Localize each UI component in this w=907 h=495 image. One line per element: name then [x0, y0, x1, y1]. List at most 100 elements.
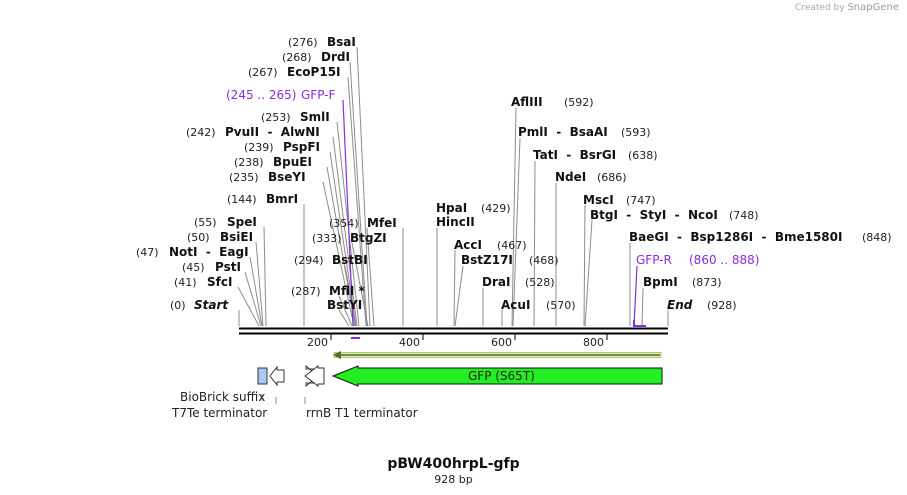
gfp-r-mark: [633, 320, 646, 327]
feature-connectors: [261, 394, 306, 404]
site-connectors: [237, 46, 669, 327]
rrnb-terminator-arrow: [304, 364, 325, 388]
site-pos-hpai: (429): [481, 202, 511, 215]
site-pos-psti: (45): [182, 261, 205, 274]
site-pos-pspfi: (239): [244, 141, 274, 154]
site-msci: MscI: [583, 193, 614, 207]
backbone: [239, 327, 668, 335]
gfp-feature[interactable]: GFP (S65T): [331, 365, 663, 387]
site-pos-afliii: (592): [564, 96, 594, 109]
site-noti-eagi: NotI - EagI: [169, 245, 249, 259]
site-pos-bsai: (276): [288, 36, 318, 49]
site-pspfi: PspFI: [283, 140, 320, 154]
rrnb-terminator-label: rrnB T1 terminator: [306, 406, 418, 420]
site-start: Start: [194, 298, 229, 312]
site-tati-bsrgi: TatI - BsrGI: [533, 148, 616, 162]
map-length: 928 bp: [434, 473, 473, 486]
site-pos-drai: (528): [525, 276, 555, 289]
scale-ticks: 200 400 600 800: [307, 334, 608, 349]
site-bmri: BmrI: [266, 192, 298, 206]
site-bstyi: BstYI: [327, 298, 362, 312]
snapgene-logo-text: SnapGene: [847, 2, 899, 13]
site-hpai: HpaI: [436, 201, 467, 215]
site-pos-bpmi: (873): [692, 276, 722, 289]
site-baegi-bsp1286i-bme1580i: BaeGI - Bsp1286I - Bme1580I: [629, 230, 842, 244]
site-bseyi: BseYI: [268, 170, 306, 184]
tick-label: 400: [399, 336, 420, 349]
site-hincii: HincII: [436, 215, 475, 229]
site-pos-smli: (253): [261, 111, 291, 124]
gfp-arrow[interactable]: [331, 365, 663, 387]
tick-label: 600: [491, 336, 512, 349]
site-btgzi: BtgZI: [350, 231, 387, 245]
site-pos-bpuei: (238): [234, 156, 264, 169]
site-pos-acui: (570): [546, 299, 576, 312]
t7te-terminator-feature[interactable]: [269, 365, 285, 387]
tick-label: 200: [307, 336, 328, 349]
site-pos-ecop15i: (267): [248, 66, 278, 79]
site-spei: SpeI: [227, 215, 257, 229]
primer-range-gfp-f: (245 .. 265): [226, 88, 296, 102]
site-pos-bmri: (144): [227, 193, 257, 206]
site-bpuei: BpuEI: [273, 155, 312, 169]
biobrick-suffix-feature[interactable]: [257, 367, 268, 385]
site-bpmi: BpmI: [643, 275, 678, 289]
primer-gfp-r: GFP-R: [636, 253, 672, 267]
primer-connectors: [342, 99, 638, 327]
site-labels-left: (276) BsaI (268) DrdI (267) EcoP15I (245…: [136, 35, 356, 312]
map-title: pBW400hrpL-gfp: [387, 456, 520, 472]
site-pos-baegi: (848): [862, 231, 892, 244]
site-bstbi: BstBI: [332, 253, 368, 267]
gfp-primer-track: [333, 351, 662, 359]
site-pos-ndei: (686): [597, 171, 627, 184]
snapgene-credit: Created by SnapGene: [795, 2, 899, 13]
site-labels-center: (354) MfeI (333) BtgZI (294) BstBI (287)…: [291, 201, 576, 312]
site-pos-bseyi: (235): [229, 171, 259, 184]
site-ndei: NdeI: [555, 170, 586, 184]
site-acci: AccI: [454, 238, 482, 252]
site-pos-acci: (467): [497, 239, 527, 252]
site-mfli: MflI *: [329, 284, 365, 298]
site-pos-bsiei: (50): [187, 231, 210, 244]
site-pos-mfei: (354): [329, 217, 359, 230]
site-pos-bstbi: (294): [294, 254, 324, 267]
site-ecop15i: EcoP15I: [287, 65, 341, 79]
primer-marks: [351, 320, 646, 339]
site-pos-start: (0): [170, 299, 186, 312]
site-bstz17i: BstZ17I: [461, 253, 513, 267]
site-labels-right: AflIII (592) PmlI - BsaAI (593) TatI - B…: [511, 95, 892, 312]
site-bsai: BsaI: [327, 35, 356, 49]
site-end: End: [667, 298, 693, 312]
site-mfei: MfeI: [367, 216, 397, 230]
biobrick-suffix-label: BioBrick suffix: [180, 390, 265, 404]
credit-prefix: Created by: [795, 3, 845, 13]
site-btgi-styi-ncoi: BtgI - StyI - NcoI: [590, 208, 718, 222]
site-psti: PstI: [215, 260, 241, 274]
gfp-label: GFP (S65T): [468, 369, 535, 383]
tick-label: 800: [583, 336, 604, 349]
site-pos-drdi: (268): [282, 51, 312, 64]
site-drdi: DrdI: [321, 50, 350, 64]
site-pos-pmli: (593): [621, 126, 651, 139]
site-pos-pvuii: (242): [186, 126, 216, 139]
site-pos-noti: (47): [136, 246, 159, 259]
primer-gfp-f: GFP-F: [301, 88, 336, 102]
site-afliii: AflIII: [511, 95, 543, 109]
site-pos-msci: (747): [626, 194, 656, 207]
site-pos-mfli: (287): [291, 285, 321, 298]
site-pos-tati: (638): [628, 149, 658, 162]
site-pos-btgzi: (333): [312, 232, 342, 245]
site-pvuii-alwni: PvuII - AlwNI: [225, 125, 320, 139]
site-drai: DraI: [482, 275, 510, 289]
t7te-terminator-label: T7Te terminator: [171, 406, 267, 420]
site-pos-sfci: (41): [174, 276, 197, 289]
site-pos-btgi: (748): [729, 209, 759, 222]
site-pos-end: (928): [707, 299, 737, 312]
site-pmli-bsaai: PmlI - BsaAI: [518, 125, 608, 139]
primer-track-arrowhead: [333, 351, 341, 359]
primer-range-gfp-r: (860 .. 888): [689, 253, 759, 267]
site-pos-bstz17i: (468): [529, 254, 559, 267]
site-pos-spei: (55): [194, 216, 217, 229]
site-acui: AcuI: [501, 298, 530, 312]
